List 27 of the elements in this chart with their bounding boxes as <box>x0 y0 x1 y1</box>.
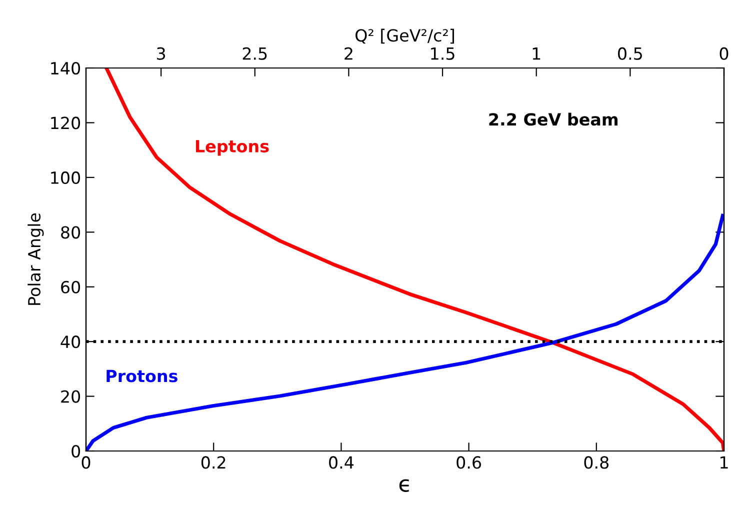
y-tick-label: 80 <box>61 226 80 239</box>
x2-tick-label: 1.5 <box>431 48 454 60</box>
x2-tick-label: 0 <box>720 47 728 60</box>
x-tick-label: 0.2 <box>201 456 226 469</box>
y-tick-label: 140 <box>51 62 80 75</box>
y-tick-label: 60 <box>61 280 80 294</box>
series-label: Protons <box>106 370 178 382</box>
x2-axis-title: Q² [GeV²/c²] <box>356 28 454 44</box>
x2-tick-label: 0.5 <box>618 47 642 60</box>
y-tick-label: 0 <box>72 444 80 458</box>
x-tick-label: 1 <box>720 456 728 469</box>
x2-tick-label: 2 <box>344 47 352 60</box>
x2-tick-label: 2.5 <box>242 47 267 60</box>
y-tick-label: 40 <box>60 336 80 348</box>
x2-tick-label: 1 <box>532 48 540 60</box>
y-tick-label: 100 <box>51 171 80 184</box>
annotation: 2.2 GeV beam <box>489 112 618 126</box>
y-tick-label: 120 <box>51 116 80 130</box>
x-tick-label: 0.8 <box>584 456 609 469</box>
x-tick-label: 0.4 <box>329 456 354 469</box>
y-tick-label: 20 <box>61 390 80 403</box>
x-tick-label: 0 <box>82 456 90 469</box>
x-tick-label: 0.6 <box>456 456 482 469</box>
series-label: Leptons <box>196 140 269 156</box>
x-axis-title: ϵ <box>399 479 409 492</box>
x2-tick-label: 3 <box>157 47 166 60</box>
y-axis-title: Polar Angle <box>28 213 44 305</box>
